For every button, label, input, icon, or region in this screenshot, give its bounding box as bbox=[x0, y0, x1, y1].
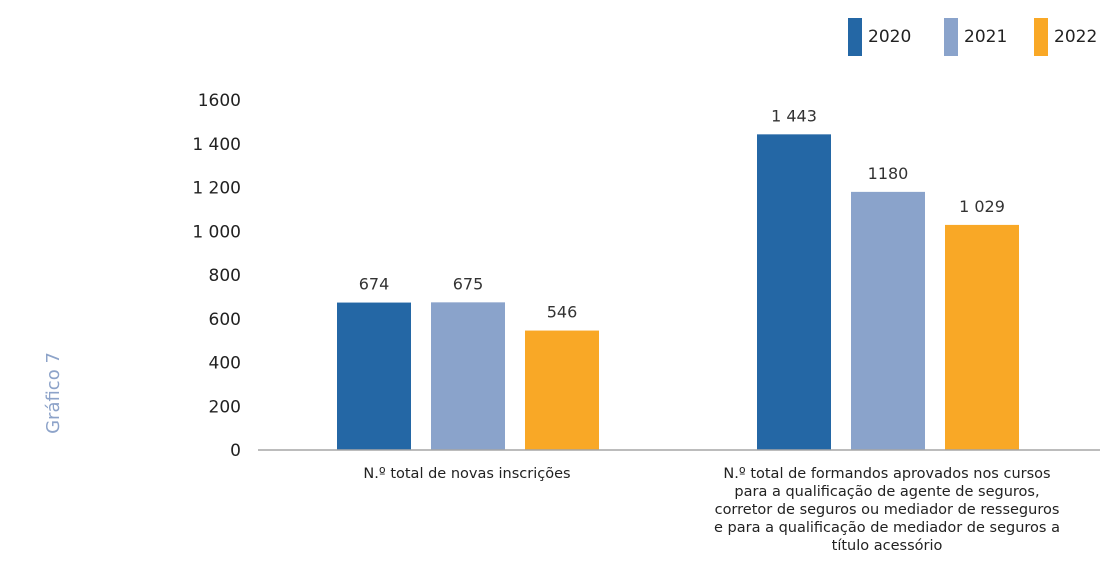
y-tick-label-4: 800 bbox=[209, 266, 241, 286]
category-label-1-line-2: corretor de seguros ou mediador de resse… bbox=[714, 502, 1060, 518]
category-label-1-line-4: título acessório bbox=[831, 538, 943, 554]
category-label-0: N.º total de novas inscrições bbox=[267, 465, 667, 483]
y-tick-label-7: 1 400 bbox=[192, 135, 241, 155]
category-label-1: N.º total de formandos aprovados nos cur… bbox=[687, 465, 1087, 555]
legend-swatch-2021 bbox=[944, 18, 958, 56]
category-label-1-line-3: e para a qualificação de mediador de seg… bbox=[714, 520, 1060, 536]
legend-swatch-2020 bbox=[848, 18, 862, 56]
bar-2020-category-1 bbox=[757, 134, 831, 450]
bars bbox=[337, 134, 1019, 450]
y-tick-label-1: 200 bbox=[209, 397, 241, 417]
legend-label-2022: 2022 bbox=[1054, 27, 1097, 47]
legend: 2020 2021 2022 bbox=[848, 18, 1097, 56]
legend-label-2020: 2020 bbox=[868, 27, 911, 47]
legend-label-2021: 2021 bbox=[964, 27, 1007, 47]
y-axis: 0 200 400 600 800 1 000 1 200 1 400 1600 bbox=[192, 91, 241, 461]
side-title: Gráfico 7 bbox=[43, 352, 64, 434]
data-label-2022-category-0: 546 bbox=[547, 303, 578, 322]
y-tick-label-5: 1 000 bbox=[192, 222, 241, 242]
bar-2022-category-1 bbox=[945, 224, 1019, 450]
data-label-2022-category-1: 1 029 bbox=[959, 197, 1005, 216]
data-labels: 674 1 443 675 1180 546 1 029 bbox=[359, 106, 1005, 321]
bar-2020-category-0 bbox=[337, 302, 411, 450]
y-tick-label-2: 400 bbox=[209, 354, 241, 374]
category-label-1-line-0: N.º total de formandos aprovados nos cur… bbox=[723, 466, 1051, 482]
bar-2021-category-1 bbox=[851, 191, 925, 450]
y-tick-label-0: 0 bbox=[230, 441, 241, 461]
category-label-1-line-1: para a qualificação de agente de seguros… bbox=[734, 484, 1040, 500]
bar-2021-category-0 bbox=[431, 302, 505, 450]
data-label-2021-category-0: 675 bbox=[453, 274, 484, 293]
data-label-2021-category-1: 1180 bbox=[868, 164, 909, 183]
data-label-2020-category-1: 1 443 bbox=[771, 106, 817, 125]
y-tick-label-3: 600 bbox=[209, 310, 241, 330]
data-label-2020-category-0: 674 bbox=[359, 275, 390, 294]
legend-swatch-2022 bbox=[1034, 18, 1048, 56]
y-tick-label-8: 1600 bbox=[198, 91, 241, 111]
bar-2022-category-0 bbox=[525, 330, 599, 450]
y-tick-label-6: 1 200 bbox=[192, 179, 241, 199]
category-label-0-line-0: N.º total de novas inscrições bbox=[363, 466, 571, 482]
